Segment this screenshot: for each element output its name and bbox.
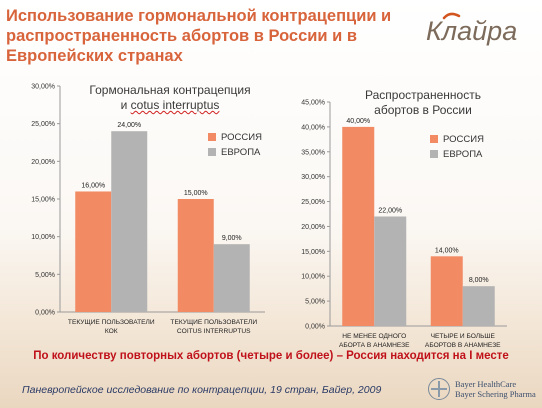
y-tick-label: 30,00%: [301, 174, 325, 181]
bar-russia: [430, 256, 463, 326]
slide-title: Использование гормональной контрацепции …: [6, 7, 392, 65]
data-label-russia: 16,00%: [81, 182, 105, 189]
y-tick-label: 10,00%: [31, 234, 55, 241]
category-label: НЕ МЕНЕЕ ОДНОГО: [342, 333, 406, 340]
chart1-legend: РОССИЯ ЕВРОПА: [208, 131, 262, 161]
y-tick-label: 0,00%: [305, 324, 325, 331]
data-label-europe: 24,00%: [117, 122, 141, 129]
logo-text: Клайра: [426, 16, 517, 46]
y-tick-label: 15,00%: [301, 249, 325, 256]
bayer-cross-icon: [428, 378, 450, 400]
chart2-title-line1: Распространенность: [365, 88, 481, 102]
legend-swatch-europe: [208, 148, 216, 156]
klaira-logo: Клайра: [426, 10, 524, 50]
y-tick-label: 45,00%: [301, 100, 325, 107]
y-tick-label: 35,00%: [301, 149, 325, 156]
legend-swatch-russia: [208, 133, 216, 141]
category-label: АБОРТА В АНАМНЕЗЕ: [339, 342, 410, 349]
company-line2: Bayer Schering Pharma: [455, 389, 536, 399]
data-label-europe: 8,00%: [469, 277, 489, 284]
y-tick-label: 20,00%: [301, 224, 325, 231]
y-tick-label: 5,00%: [305, 299, 325, 306]
data-label-europe: 9,00%: [222, 235, 242, 242]
chart2-legend-russia: РОССИЯ: [443, 133, 484, 145]
chart1-legend-russia: РОССИЯ: [221, 131, 262, 143]
company-line1: Bayer HealthCare: [455, 379, 517, 389]
chart1-hormonal-contraception: 0,00% 5,00% 10,00% 15,00% 20,00% 25,00% 30,00%…: [31, 84, 265, 335]
category-label: АБОРТОВ В АНАМНЕЗЕ: [425, 342, 501, 349]
bar-europe: [462, 286, 495, 326]
legend-swatch-russia: [430, 135, 438, 143]
chart2-legend: РОССИЯ ЕВРОПА: [430, 133, 484, 163]
chart1-legend-europe: ЕВРОПА: [221, 146, 261, 158]
bar-europe: [213, 244, 250, 312]
y-tick-label: 40,00%: [301, 124, 325, 131]
category-label: ТЕКУЩИЕ ПОЛЬЗОВАТЕЛИ: [170, 319, 257, 326]
category-label: ЧЕТЫРЕ И БОЛЬШЕ: [431, 333, 496, 340]
bayer-logo: Bayer HealthCare Bayer Schering Pharma: [428, 378, 536, 400]
bar-russia: [75, 191, 112, 312]
category-label: КОК: [105, 328, 118, 335]
chart1-title-line2-underlined: cotus interruptus: [130, 98, 220, 112]
y-tick-label: 20,00%: [31, 159, 55, 166]
y-tick-label: 30,00%: [31, 84, 55, 91]
y-tick-label: 15,00%: [31, 197, 55, 204]
chart1-title-line1: Гормональная контрацепция: [89, 83, 251, 97]
y-tick-label: 5,00%: [35, 272, 55, 279]
data-label-europe: 22,00%: [378, 207, 402, 214]
y-tick-label: 10,00%: [301, 274, 325, 281]
source-citation: Паневропейское исследование по контрацеп…: [22, 384, 382, 396]
chart1-title-line2: и cotus interruptus: [70, 98, 270, 113]
data-label-russia: 40,00%: [346, 118, 370, 125]
chart2-legend-europe: ЕВРОПА: [443, 148, 483, 160]
bar-russia: [177, 199, 214, 312]
chart1-title-line2-prefix: и: [120, 98, 131, 112]
bar-russia: [342, 126, 375, 326]
chart2-abortion-prevalence: 0,00% 5,00% 10,00% 15,00% 20,00% 25,00% 30,00%…: [301, 100, 507, 349]
conclusion-text: По количеству повторных абортов (четыре …: [33, 350, 509, 362]
category-label: ТЕКУЩИЕ ПОЛЬЗОВАТЕЛИ: [68, 319, 155, 326]
y-tick-label: 25,00%: [31, 121, 55, 128]
legend-swatch-europe: [430, 150, 438, 158]
y-tick-label: 25,00%: [301, 199, 325, 206]
bar-europe: [111, 131, 148, 312]
data-label-russia: 14,00%: [435, 247, 459, 254]
chart2-title: Распространенность абортов в России: [358, 88, 488, 118]
bar-europe: [374, 216, 407, 326]
chart2-title-line2: абортов в России: [374, 103, 472, 117]
category-label: COITUS INTERRUPTUS: [177, 328, 251, 335]
data-label-russia: 15,00%: [184, 190, 208, 197]
chart1-title: Гормональная контрацепция и cotus interr…: [70, 83, 270, 113]
y-tick-label: 0,00%: [35, 310, 55, 317]
